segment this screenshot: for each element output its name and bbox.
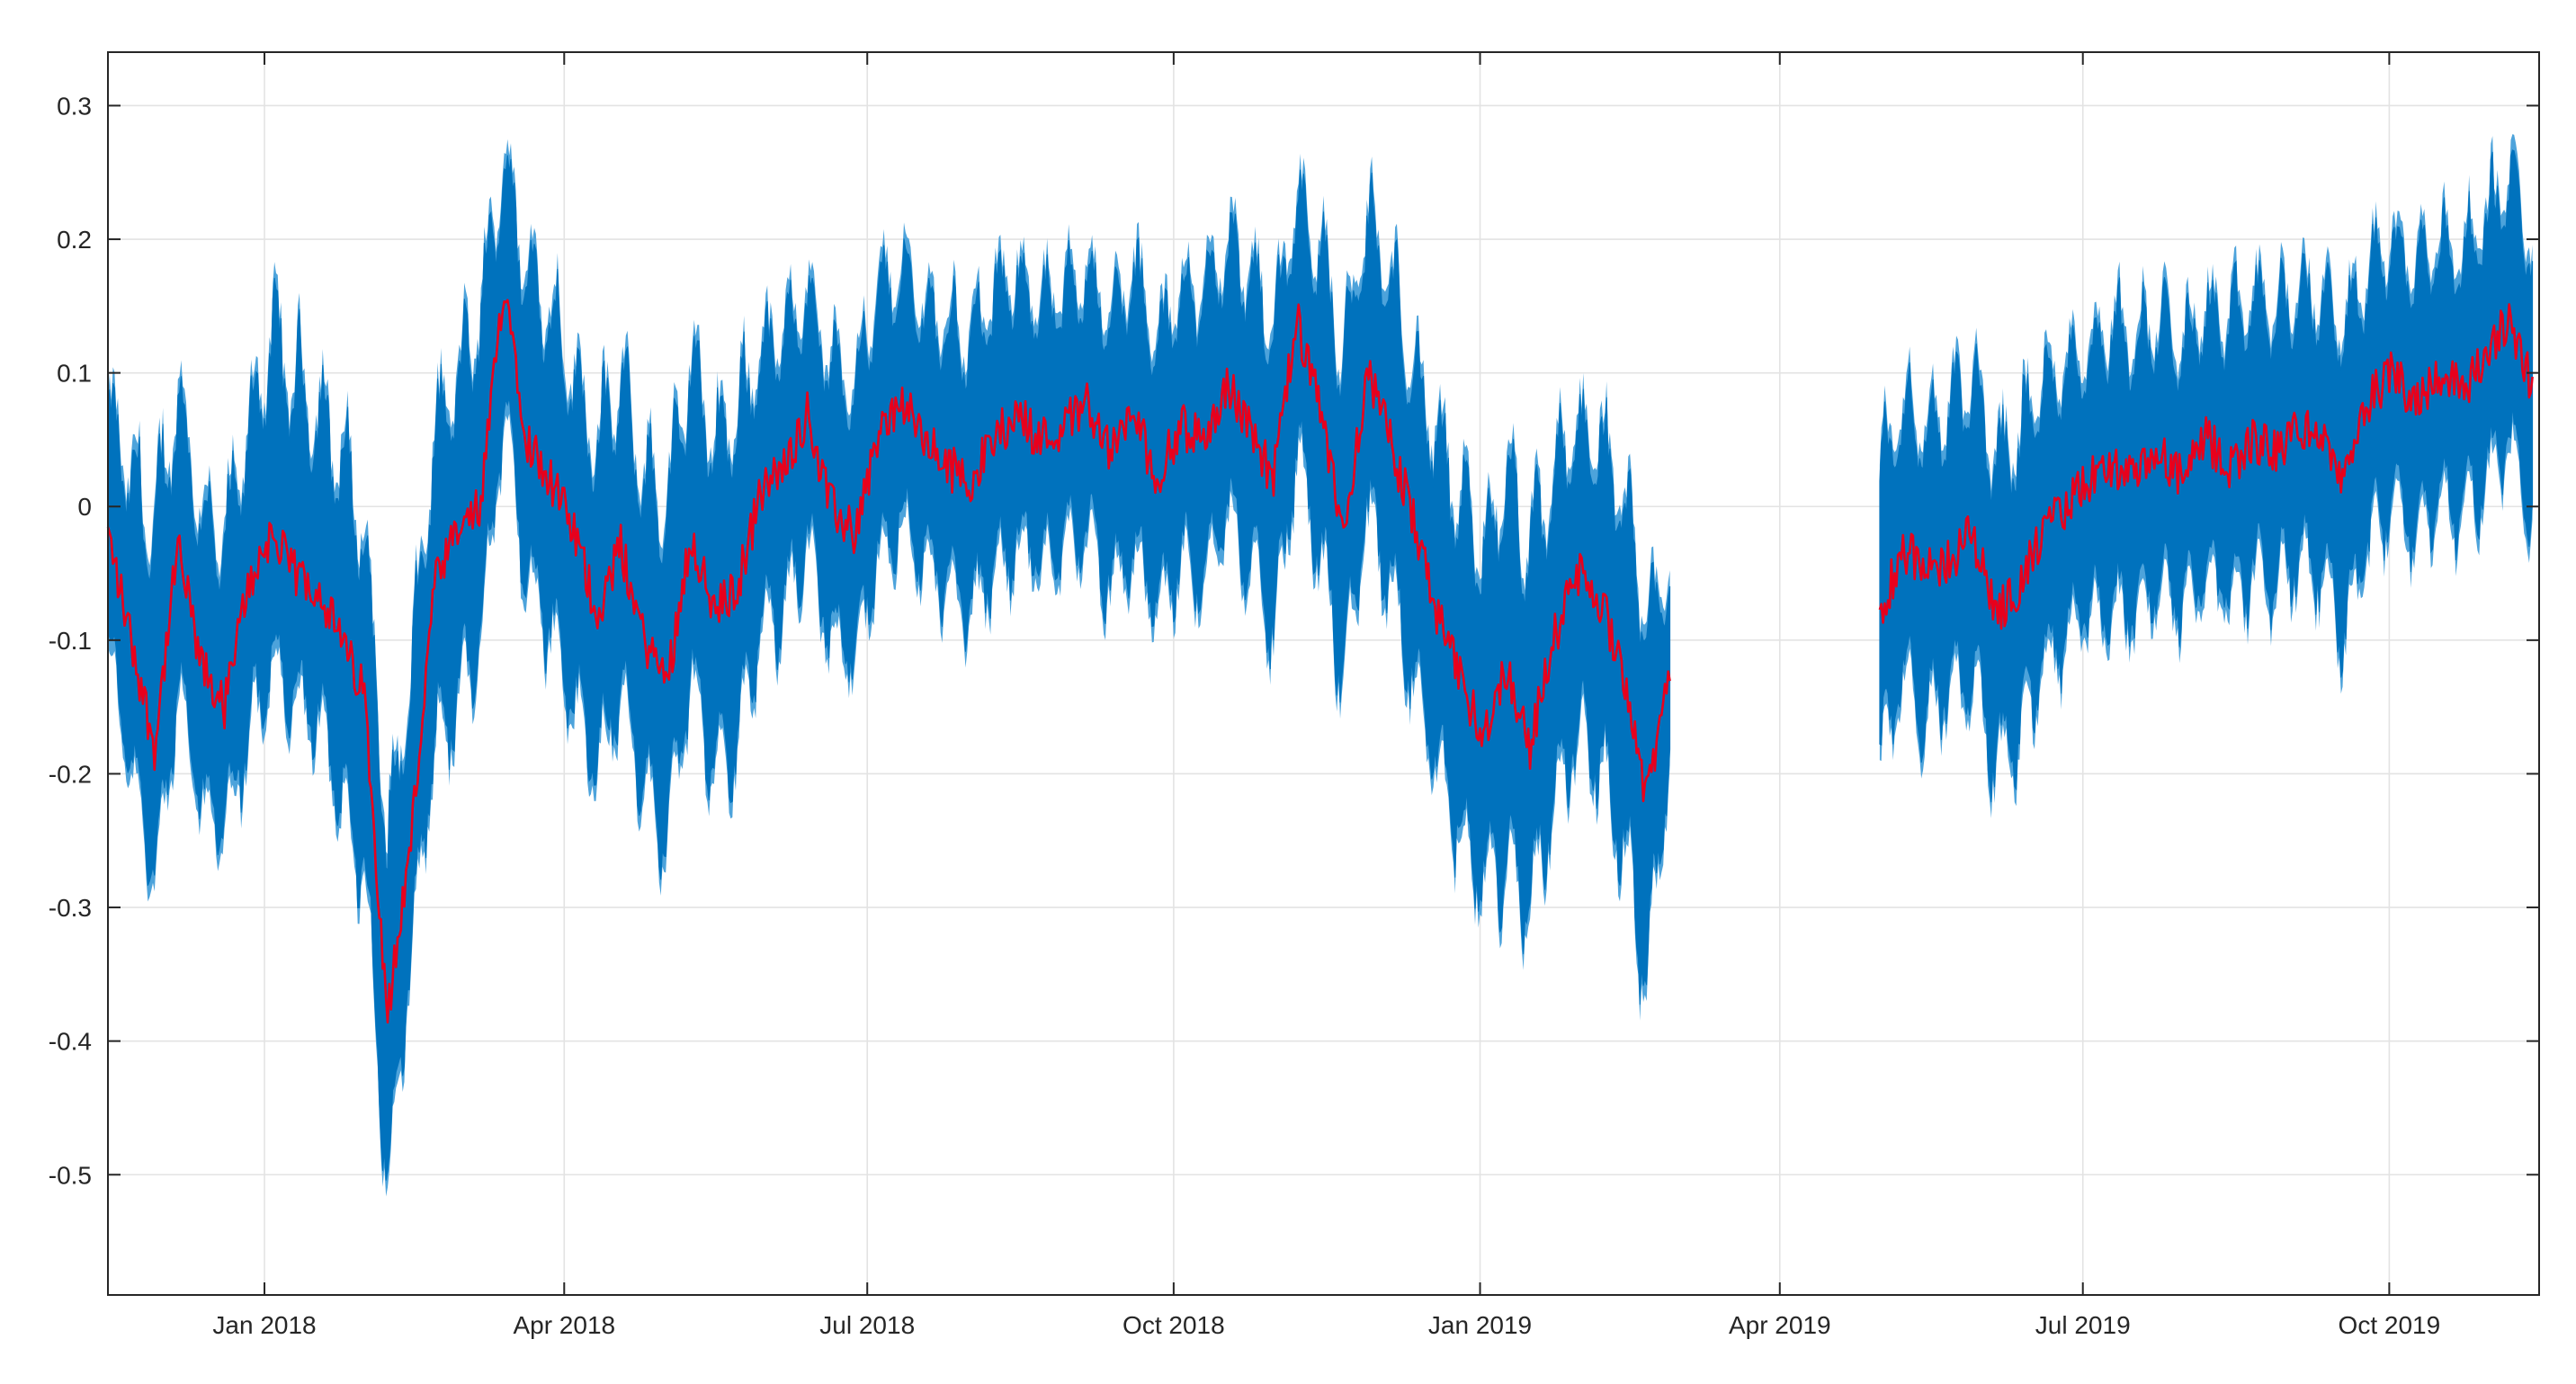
red-series [106, 299, 2534, 1024]
x-tick-label: Jul 2018 [819, 1311, 915, 1339]
y-tick-label: -0.2 [49, 760, 92, 788]
x-tick-label: Oct 2018 [1123, 1311, 1225, 1339]
y-tick-label: 0.1 [57, 360, 92, 388]
red-line-0 [106, 299, 1671, 1024]
x-tick-label: Jan 2018 [212, 1311, 316, 1339]
y-tick-label: 0.3 [57, 92, 92, 120]
plot-frame [107, 51, 2540, 1296]
x-tick-label: Apr 2019 [1729, 1311, 1831, 1339]
band-area-1 [1879, 149, 2534, 803]
x-tick-label: Apr 2018 [513, 1311, 615, 1339]
x-tick-label: Jul 2019 [2035, 1311, 2131, 1339]
y-tick-label: 0 [77, 493, 92, 521]
axes [107, 51, 2540, 1296]
red-line-1 [1878, 303, 2534, 630]
band-series [107, 134, 2534, 1197]
x-tick-label: Oct 2019 [2339, 1311, 2441, 1339]
y-tick-label: 0.2 [57, 226, 92, 254]
y-tick-label: -0.5 [49, 1161, 92, 1189]
band-area-0 [107, 155, 1671, 1181]
y-tick-label: -0.4 [49, 1028, 92, 1056]
tick-labels: 0.3 0.2 0.1 0 -0.1 -0.2 -0.3 -0.4 -0.5 Jan 2018 Ap… [49, 92, 2440, 1339]
y-tick-label: -0.1 [49, 627, 92, 655]
y-tick-label: -0.3 [49, 894, 92, 922]
x-tick-label: Jan 2019 [1428, 1311, 1532, 1339]
